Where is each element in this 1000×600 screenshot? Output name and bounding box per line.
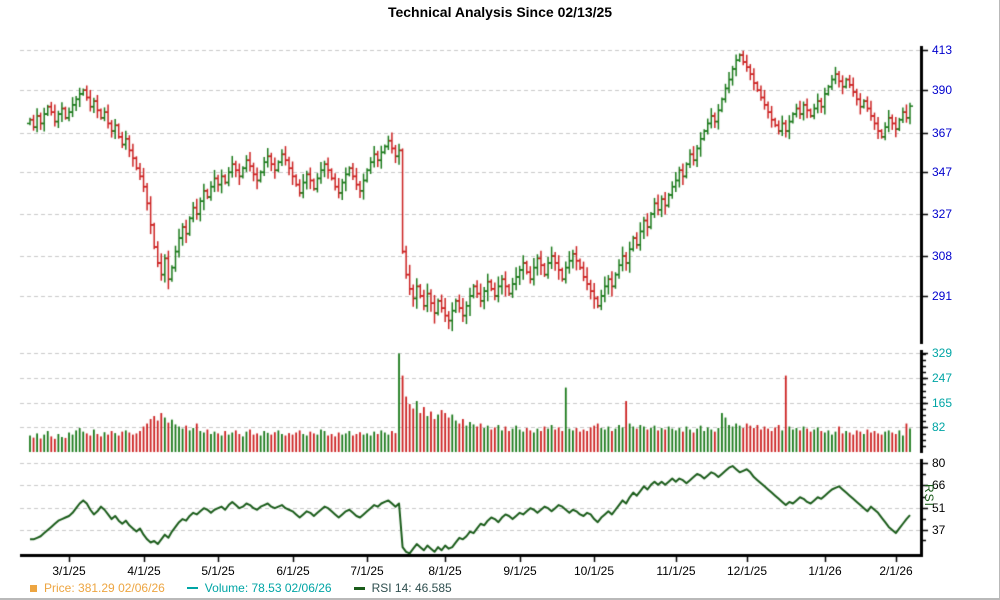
- price-axis-tick-label: 308: [932, 249, 953, 263]
- x-axis-month-label: 1/1/26: [808, 564, 842, 578]
- rsi-axis-tick-label: 66: [932, 478, 946, 492]
- x-axis-month-label: 4/1/25: [127, 564, 161, 578]
- volume-legend-text: Volume: 78.53 02/06/26: [205, 581, 332, 595]
- volume-axis-tick-label: 165: [932, 396, 953, 410]
- rsi-legend-label: RSI 14:: [371, 581, 412, 595]
- price-axis-tick-label: 390: [932, 83, 953, 97]
- price-axis-tick-label: 347: [932, 165, 953, 179]
- legend-volume: Volume: 78.53 02/06/26: [186, 581, 332, 595]
- price-legend-date: 02/06/26: [118, 581, 165, 595]
- rsi-legend-value: 46.585: [414, 581, 452, 595]
- price-axis-tick-label: 367: [932, 126, 953, 140]
- price-axis-tick-label: 291: [932, 289, 953, 303]
- price-axis-tick-label: 327: [932, 207, 953, 221]
- x-axis-month-label: 3/1/25: [52, 564, 86, 578]
- volume-axis-tick-label: 247: [932, 371, 953, 385]
- legend-rsi: RSI 14: 46.585: [353, 581, 452, 595]
- price-legend-label: Price:: [44, 581, 75, 595]
- rsi-axis-title: RSI: [922, 484, 936, 508]
- rsi-axis-tick-label: 51: [932, 501, 946, 515]
- x-axis-month-label: 12/1/25: [726, 564, 768, 578]
- price-axis-tick-label: 413: [932, 43, 953, 57]
- rsi-axis-tick-label: 80: [932, 456, 946, 470]
- legend-price: Price: 381.29 02/06/26: [30, 581, 165, 595]
- price-legend-text: Price: 381.29 02/06/26: [44, 581, 165, 595]
- x-axis-month-label: 8/1/25: [428, 564, 462, 578]
- x-axis-month-label: 7/1/25: [350, 564, 384, 578]
- legend: Price: 381.29 02/06/26 Volume: 78.53 02/…: [30, 581, 452, 595]
- x-axis-month-label: 11/1/25: [656, 564, 696, 578]
- volume-axis-tick-label: 82: [932, 420, 946, 434]
- rsi-axis-tick-label: 37: [932, 523, 946, 537]
- x-axis-month-label: 2/1/26: [879, 564, 913, 578]
- rsi-legend-text: RSI 14: 46.585: [372, 581, 452, 595]
- x-axis-month-label: 5/1/25: [201, 564, 235, 578]
- x-axis-month-label: 9/1/25: [503, 564, 537, 578]
- volume-dash-icon: [186, 587, 198, 589]
- price-legend-value: 381.29: [78, 581, 115, 595]
- x-axis-month-label: 10/1/25: [573, 564, 615, 578]
- volume-axis-tick-label: 329: [932, 346, 953, 360]
- price-square-icon: [30, 584, 37, 592]
- volume-legend-value: 78.53: [251, 581, 282, 595]
- volume-legend-date: 02/06/26: [284, 581, 332, 595]
- rsi-dash-icon: [353, 586, 365, 590]
- volume-legend-label: Volume:: [204, 581, 249, 595]
- x-axis-month-label: 6/1/25: [276, 564, 310, 578]
